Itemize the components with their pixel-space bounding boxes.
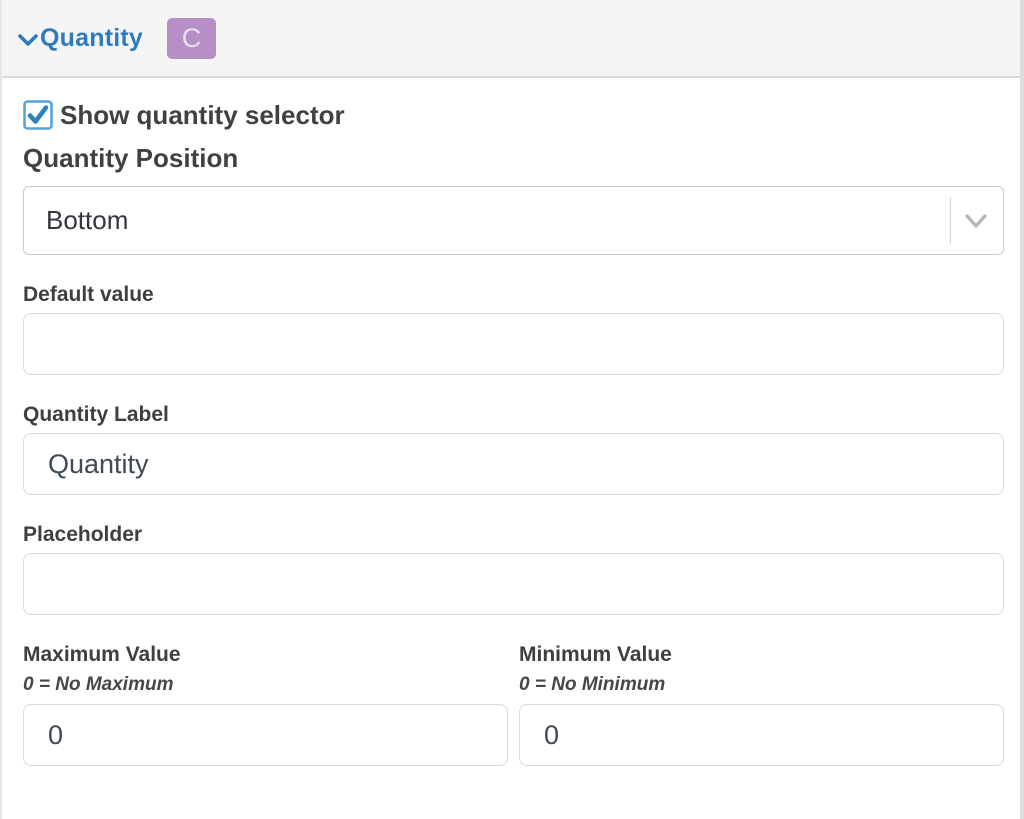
quantity-position-label: Quantity Position bbox=[23, 143, 239, 173]
section-badge: C bbox=[167, 17, 216, 59]
minimum-value-label: Minimum Value bbox=[519, 643, 672, 666]
section-body: Show quantity selector Quantity Position… bbox=[2, 78, 1020, 766]
maximum-value-group: Maximum Value 0 = No Maximum bbox=[23, 643, 508, 766]
default-value-input[interactable] bbox=[23, 313, 1004, 375]
show-quantity-selector-checkbox[interactable] bbox=[23, 100, 53, 130]
minimum-value-input[interactable] bbox=[519, 704, 1004, 766]
show-quantity-selector-label: Show quantity selector bbox=[60, 100, 345, 130]
placeholder-input[interactable] bbox=[23, 553, 1004, 615]
minimum-value-group: Minimum Value 0 = No Minimum bbox=[519, 643, 1004, 766]
default-value-label: Default value bbox=[23, 283, 154, 306]
quantity-label-input[interactable] bbox=[23, 433, 1004, 495]
section-title: Quantity bbox=[40, 23, 143, 52]
max-min-row: Maximum Value 0 = No Maximum Minimum Val… bbox=[23, 643, 1004, 766]
quantity-position-select[interactable]: Bottom bbox=[23, 186, 1004, 255]
placeholder-group: Placeholder bbox=[23, 523, 1004, 615]
quantity-position-selected-value: Bottom bbox=[46, 205, 129, 235]
maximum-value-input[interactable] bbox=[23, 704, 508, 766]
placeholder-label: Placeholder bbox=[23, 523, 143, 546]
quantity-label-group: Quantity Label bbox=[23, 403, 1004, 495]
show-quantity-selector-row: Show quantity selector bbox=[23, 100, 998, 130]
quantity-label-label: Quantity Label bbox=[23, 403, 169, 426]
maximum-value-hint: 0 = No Maximum bbox=[23, 674, 174, 695]
chevron-down-icon bbox=[965, 213, 987, 228]
minimum-value-hint: 0 = No Minimum bbox=[519, 674, 666, 695]
chevron-down-icon[interactable] bbox=[18, 33, 38, 47]
maximum-value-label: Maximum Value bbox=[23, 643, 181, 666]
select-divider bbox=[950, 197, 951, 244]
default-value-group: Default value bbox=[23, 283, 1004, 375]
section-header[interactable]: Quantity C bbox=[2, 0, 1020, 78]
